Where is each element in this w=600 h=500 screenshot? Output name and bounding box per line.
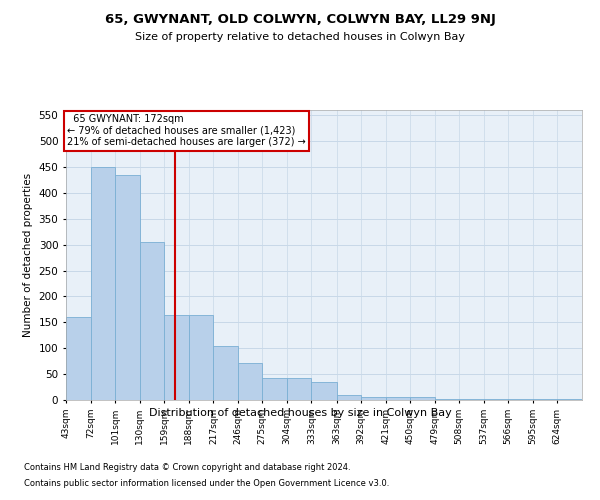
Bar [164,314,189,400]
Bar [434,399,459,400]
Bar [311,382,337,400]
Bar [459,399,484,400]
Bar [91,167,115,400]
Bar [115,174,140,400]
Bar [67,317,91,400]
Bar [214,346,238,400]
Bar [140,242,164,400]
Bar [337,396,361,400]
Bar [484,399,508,400]
Bar [287,378,311,400]
Y-axis label: Number of detached properties: Number of detached properties [23,173,33,337]
Text: Contains HM Land Registry data © Crown copyright and database right 2024.: Contains HM Land Registry data © Crown c… [24,464,350,472]
Bar [386,398,410,400]
Text: Size of property relative to detached houses in Colwyn Bay: Size of property relative to detached ho… [135,32,465,42]
Text: Distribution of detached houses by size in Colwyn Bay: Distribution of detached houses by size … [149,408,451,418]
Bar [189,314,214,400]
Bar [238,362,262,400]
Text: 65 GWYNANT: 172sqm
← 79% of detached houses are smaller (1,423)
21% of semi-deta: 65 GWYNANT: 172sqm ← 79% of detached hou… [67,114,306,148]
Text: Contains public sector information licensed under the Open Government Licence v3: Contains public sector information licen… [24,478,389,488]
Text: 65, GWYNANT, OLD COLWYN, COLWYN BAY, LL29 9NJ: 65, GWYNANT, OLD COLWYN, COLWYN BAY, LL2… [104,12,496,26]
Bar [262,378,287,400]
Bar [361,398,386,400]
Bar [410,398,434,400]
